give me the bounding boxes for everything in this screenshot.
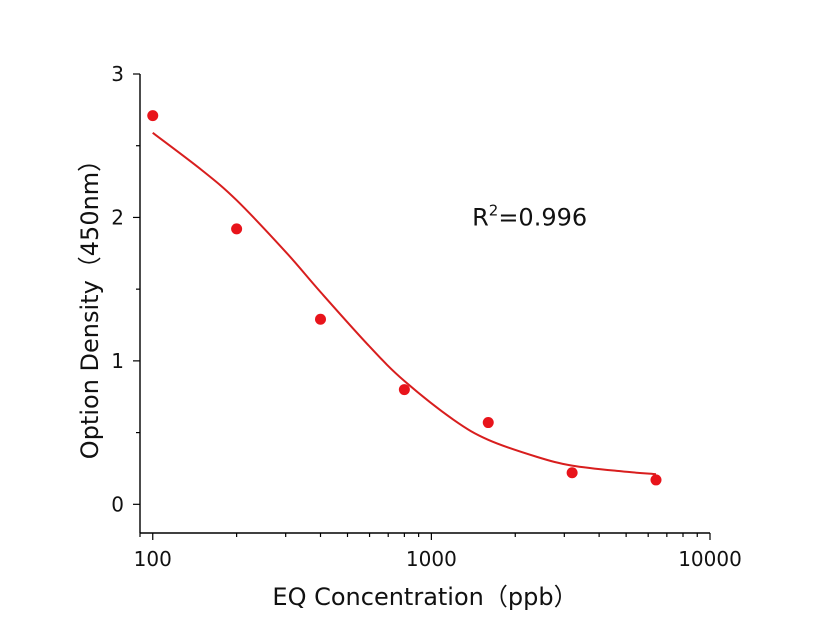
data-point <box>398 384 410 396</box>
y-tick-label: 2 <box>111 205 124 229</box>
data-point <box>314 313 326 325</box>
axes <box>139 74 710 534</box>
y-tick-label: 0 <box>111 492 124 516</box>
data-point <box>231 223 243 235</box>
y-tick-label: 3 <box>111 62 124 86</box>
r-squared-superscript: 2 <box>489 201 499 219</box>
data-point <box>147 110 159 122</box>
x-tick-label: 100 <box>134 547 172 571</box>
r-squared-annotation: R2=0.996 <box>472 201 587 231</box>
tick-labels: 100 1000 10000 0 1 2 3 <box>111 62 742 571</box>
x-tick-label: 10000 <box>678 547 742 571</box>
x-tick-label: 1000 <box>406 547 457 571</box>
x-axis-title: EQ Concentration（ppb） <box>272 583 577 611</box>
fit-curve <box>152 132 657 476</box>
r-squared-value: =0.996 <box>498 203 587 231</box>
y-axis-title: Option Density（450nm） <box>76 148 104 459</box>
data-points <box>147 110 662 486</box>
r-squared-prefix: R <box>472 203 489 231</box>
ticks <box>133 73 711 540</box>
data-point <box>566 467 578 479</box>
data-point <box>650 474 662 486</box>
data-point <box>482 417 494 429</box>
y-tick-label: 1 <box>111 349 124 373</box>
